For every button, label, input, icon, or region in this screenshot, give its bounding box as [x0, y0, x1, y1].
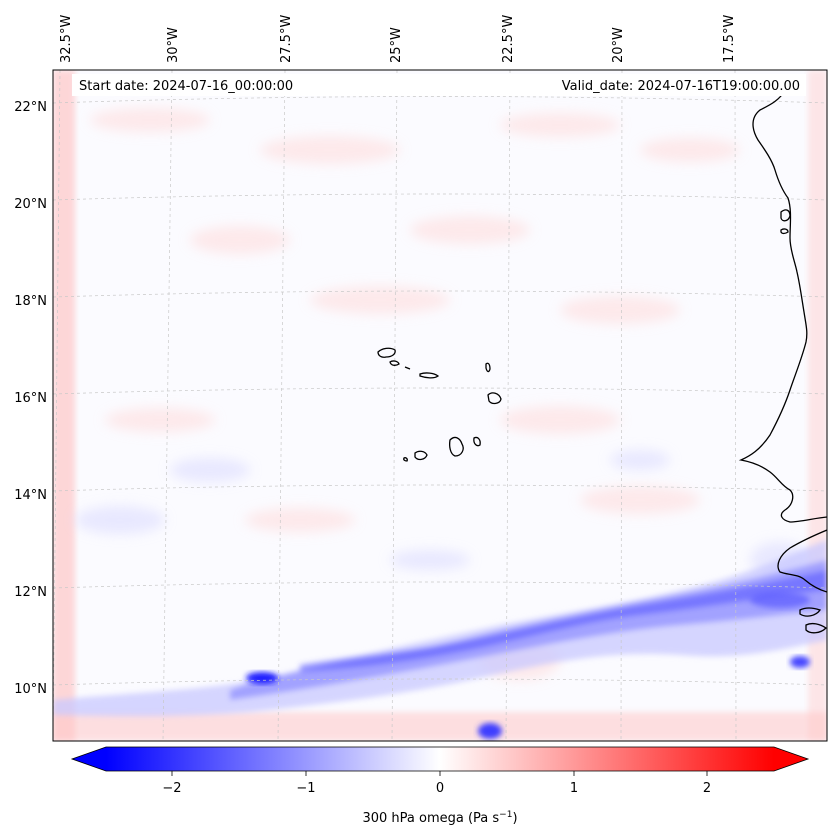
lon-label: 25°W [389, 27, 404, 63]
colorbar-tick: 1 [570, 781, 578, 796]
colorbar-outline [70, 746, 810, 772]
colorbar-label-main: 300 hPa omega (Pa s [362, 811, 499, 826]
cape-verde-islands [377, 347, 502, 462]
colorbar-gradient [106, 747, 774, 771]
valid-date-label: Valid_date: 2024-07-16T19:00:00.00 [562, 79, 800, 94]
lat-label: 18°N [14, 294, 47, 309]
lat-label: 12°N [14, 585, 47, 600]
lat-label: 22°N [14, 100, 47, 115]
header-band [72, 74, 806, 96]
lon-label: 27.5°W [279, 15, 294, 63]
colorbar-tick: −2 [162, 781, 181, 796]
colorbar-label: 300 hPa omega (Pa s−1) [362, 810, 517, 826]
lat-label: 16°N [14, 391, 47, 406]
colorbar: −2 −1 0 1 2 300 hPa omega (Pa s−1) [70, 746, 810, 826]
lat-label: 14°N [14, 488, 47, 503]
lon-label: 32.5°W [59, 15, 74, 63]
lon-label: 20°W [611, 27, 626, 63]
latitude-labels: 22°N 20°N 18°N 16°N 14°N 12°N 10°N [14, 100, 47, 697]
longitude-labels: 32.5°W 30°W 27.5°W 25°W 22.5°W 20°W 17.5… [59, 15, 737, 63]
colorbar-tick: 0 [436, 781, 444, 796]
colorbar-label-end: ) [512, 811, 517, 826]
lat-label: 10°N [14, 682, 47, 697]
colorbar-tick: 2 [703, 781, 711, 796]
colorbar-max-extend [774, 747, 808, 771]
strong-ascent-center [246, 672, 278, 684]
map-frame [52, 69, 828, 742]
colorbar-min-extend [72, 747, 106, 771]
colorbar-tick: −1 [296, 781, 315, 796]
map-panel [52, 69, 828, 742]
omega-field [53, 70, 827, 741]
lon-label: 17.5°W [722, 15, 737, 63]
lon-label: 30°W [166, 27, 181, 63]
start-date-label: Start date: 2024-07-16_00:00:00 [79, 79, 293, 94]
colorbar-label-exponent: −1 [499, 810, 512, 820]
coastline [738, 89, 827, 634]
graticule [53, 70, 827, 741]
lat-label: 20°N [14, 197, 47, 212]
lon-label: 22.5°W [501, 15, 516, 63]
